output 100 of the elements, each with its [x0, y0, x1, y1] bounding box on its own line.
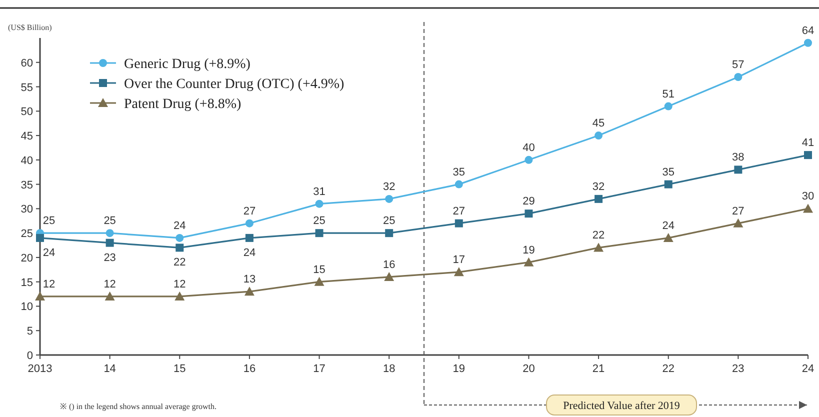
point: [245, 219, 254, 228]
data-label: 17: [452, 254, 466, 266]
y-tick-label: 25: [20, 228, 33, 240]
data-label: 24: [174, 220, 186, 232]
data-label: 16: [382, 258, 396, 271]
point: [174, 291, 185, 300]
y-tick-label: 55: [20, 82, 33, 94]
x-tick-label: 22: [662, 363, 674, 375]
y-tick-label: 0: [26, 350, 33, 362]
text: ※ () in the legend shows annual average growth.: [60, 402, 217, 411]
x-tick-label: 20: [522, 363, 535, 375]
data-label: 15: [313, 264, 326, 276]
data-label: 35: [662, 166, 674, 178]
point: [315, 200, 324, 208]
x-tick-label: 17: [313, 363, 326, 375]
y-tick-label: 35: [20, 179, 33, 192]
x-tick-label: 19: [452, 363, 466, 375]
point: [594, 132, 603, 140]
point: [314, 276, 324, 286]
data-label: 12: [174, 278, 186, 290]
data-label: 27: [243, 205, 256, 218]
x-tick-label: 16: [243, 363, 256, 375]
data-label: 45: [592, 118, 605, 130]
point: [106, 238, 114, 247]
legend-label: Over the Counter Drug (OTC) (+4.9%): [124, 77, 345, 92]
x-tick-label: 23: [732, 363, 744, 375]
point: [454, 267, 464, 276]
point: [524, 156, 533, 164]
x-tick-label: 24: [802, 363, 814, 375]
point: [733, 218, 744, 228]
data-label: 23: [104, 252, 116, 264]
legend-label: Patent Drug (+8.8%): [124, 97, 242, 112]
data-label: 35: [452, 166, 466, 178]
point: [384, 272, 394, 281]
x-tick-label: 2013: [28, 363, 52, 375]
data-label: 25: [104, 215, 116, 228]
data-label: 13: [243, 274, 256, 286]
data-label: 27: [452, 205, 466, 218]
x-tick-label: 14: [104, 363, 116, 375]
data-label: 24: [243, 246, 256, 259]
data-label: 51: [662, 88, 674, 100]
point: [176, 244, 184, 252]
data-label: 32: [592, 180, 605, 193]
x-tick-label: 15: [174, 363, 186, 375]
point: [524, 210, 533, 218]
point: [35, 291, 45, 300]
data-label: 41: [802, 137, 814, 150]
y-tick-label: 45: [20, 130, 33, 143]
point: [524, 257, 534, 266]
point: [176, 234, 184, 242]
data-label: 40: [522, 142, 535, 154]
data-label: 24: [662, 220, 674, 232]
x-tick-label: 21: [592, 363, 605, 375]
point: [385, 229, 394, 238]
data-label: 25: [382, 215, 396, 228]
point: [36, 234, 44, 242]
point: [594, 242, 604, 252]
data-label: 38: [732, 152, 744, 164]
data-label: 24: [42, 246, 56, 259]
point: [454, 180, 463, 188]
point: [734, 166, 742, 174]
y-tick-label: 10: [20, 301, 33, 314]
y-tick-label: 15: [20, 276, 33, 289]
point: [734, 73, 742, 82]
point: [804, 38, 812, 47]
point: [663, 232, 674, 242]
point: [664, 180, 672, 188]
point: [594, 194, 603, 203]
point: [106, 229, 114, 238]
point: [244, 286, 254, 296]
point: [803, 204, 813, 213]
y-tick-label: 40: [20, 154, 33, 167]
data-label: 64: [802, 24, 814, 37]
legend-label: Generic Drug (+8.9%): [124, 57, 251, 72]
data-label: 25: [313, 215, 326, 228]
data-label: 29: [522, 196, 535, 208]
y-tick-label: 60: [20, 57, 33, 70]
data-label: 30: [802, 190, 814, 203]
point: [245, 234, 254, 242]
data-label: 57: [732, 59, 744, 72]
point: [385, 194, 394, 203]
point: [315, 229, 324, 238]
data-label: 12: [104, 278, 116, 290]
y-tick-label: 30: [20, 204, 33, 216]
x-tick-label: 18: [382, 363, 396, 375]
data-label: 12: [42, 278, 56, 290]
point: [664, 102, 672, 110]
data-label: 25: [42, 215, 56, 228]
y-tick-label: 20: [20, 252, 33, 264]
data-label: 27: [732, 205, 744, 218]
y-tick-label: 50: [20, 106, 33, 118]
y-tick-label: 5: [26, 326, 33, 338]
point: [804, 151, 812, 160]
data-label: 22: [592, 230, 605, 242]
data-label: 22: [174, 256, 186, 269]
y-axis-title: (US$ Billion): [8, 23, 52, 32]
data-label: 19: [522, 244, 535, 256]
point: [454, 219, 463, 228]
point: [104, 291, 115, 300]
data-label: 31: [313, 186, 326, 198]
